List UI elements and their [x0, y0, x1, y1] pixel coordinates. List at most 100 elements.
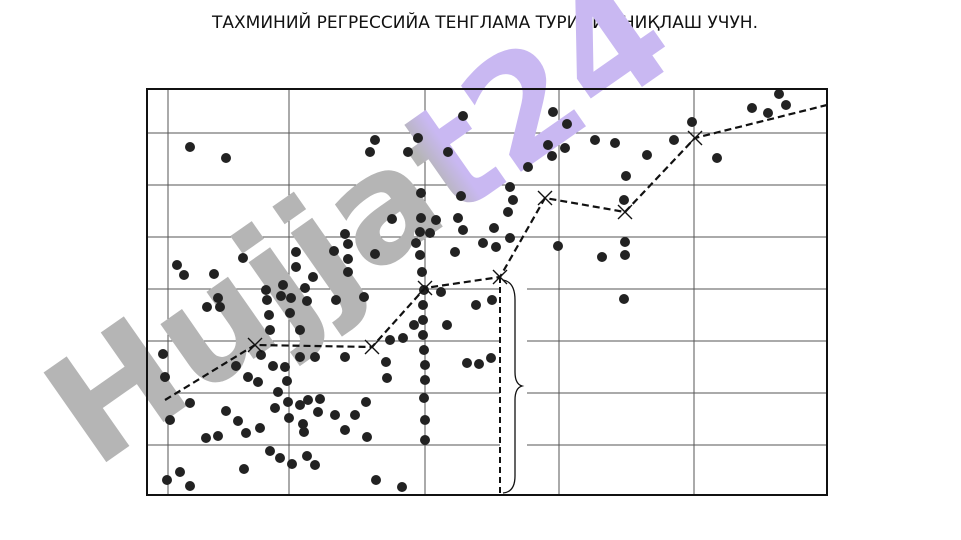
point [403, 147, 413, 157]
point [420, 360, 430, 370]
point [350, 410, 360, 420]
point [712, 153, 722, 163]
point [523, 162, 533, 172]
watermark: Hujjat24 [16, 0, 703, 499]
point [419, 393, 429, 403]
point [160, 372, 170, 382]
point [370, 249, 380, 259]
point [362, 432, 372, 442]
point [387, 214, 397, 224]
point [275, 453, 285, 463]
trend-marker [492, 269, 508, 285]
point [547, 151, 557, 161]
point [303, 395, 313, 405]
point [365, 147, 375, 157]
point [265, 446, 275, 456]
point [560, 143, 570, 153]
point [209, 269, 219, 279]
point [359, 292, 369, 302]
point [185, 142, 195, 152]
point [213, 431, 223, 441]
point [462, 358, 472, 368]
point [302, 451, 312, 461]
point [458, 225, 468, 235]
point [201, 433, 211, 443]
point [343, 267, 353, 277]
trend-marker [247, 337, 263, 353]
point [411, 238, 421, 248]
point [221, 406, 231, 416]
point [295, 400, 305, 410]
point [185, 481, 195, 491]
point [443, 147, 453, 157]
point [413, 133, 423, 143]
point [491, 242, 501, 252]
point [255, 423, 265, 433]
point [478, 238, 488, 248]
point [458, 111, 468, 121]
point [158, 349, 168, 359]
point [642, 150, 652, 160]
point [420, 375, 430, 385]
point [298, 419, 308, 429]
point [486, 353, 496, 363]
point [597, 252, 607, 262]
point [370, 135, 380, 145]
point [505, 182, 515, 192]
point [270, 403, 280, 413]
point [417, 267, 427, 277]
point [343, 254, 353, 264]
point [508, 195, 518, 205]
point [361, 397, 371, 407]
point [253, 377, 263, 387]
point [415, 227, 425, 237]
point [621, 171, 631, 181]
point [419, 345, 429, 355]
point [300, 283, 310, 293]
point [268, 361, 278, 371]
point [442, 320, 452, 330]
point [420, 415, 430, 425]
point [308, 272, 318, 282]
point [418, 330, 428, 340]
point [329, 246, 339, 256]
point [619, 294, 629, 304]
point [265, 325, 275, 335]
point [489, 223, 499, 233]
point [175, 467, 185, 477]
point [781, 100, 791, 110]
point [431, 215, 441, 225]
point [213, 293, 223, 303]
point [278, 280, 288, 290]
point [425, 228, 435, 238]
point [371, 475, 381, 485]
point [416, 213, 426, 223]
point [310, 460, 320, 470]
point [774, 89, 784, 99]
point [282, 376, 292, 386]
point [233, 416, 243, 426]
point [669, 135, 679, 145]
point [474, 359, 484, 369]
point [239, 464, 249, 474]
point [436, 287, 446, 297]
point [202, 302, 212, 312]
point [409, 320, 419, 330]
point [313, 407, 323, 417]
plot-frame [146, 88, 828, 496]
point [505, 233, 515, 243]
point [330, 410, 340, 420]
point [295, 325, 305, 335]
trend-marker [364, 339, 380, 355]
point [285, 308, 295, 318]
trend-marker [537, 190, 553, 206]
point [763, 108, 773, 118]
point [286, 293, 296, 303]
point [385, 335, 395, 345]
point [310, 352, 320, 362]
point [262, 295, 272, 305]
point [256, 350, 266, 360]
point [172, 260, 182, 270]
